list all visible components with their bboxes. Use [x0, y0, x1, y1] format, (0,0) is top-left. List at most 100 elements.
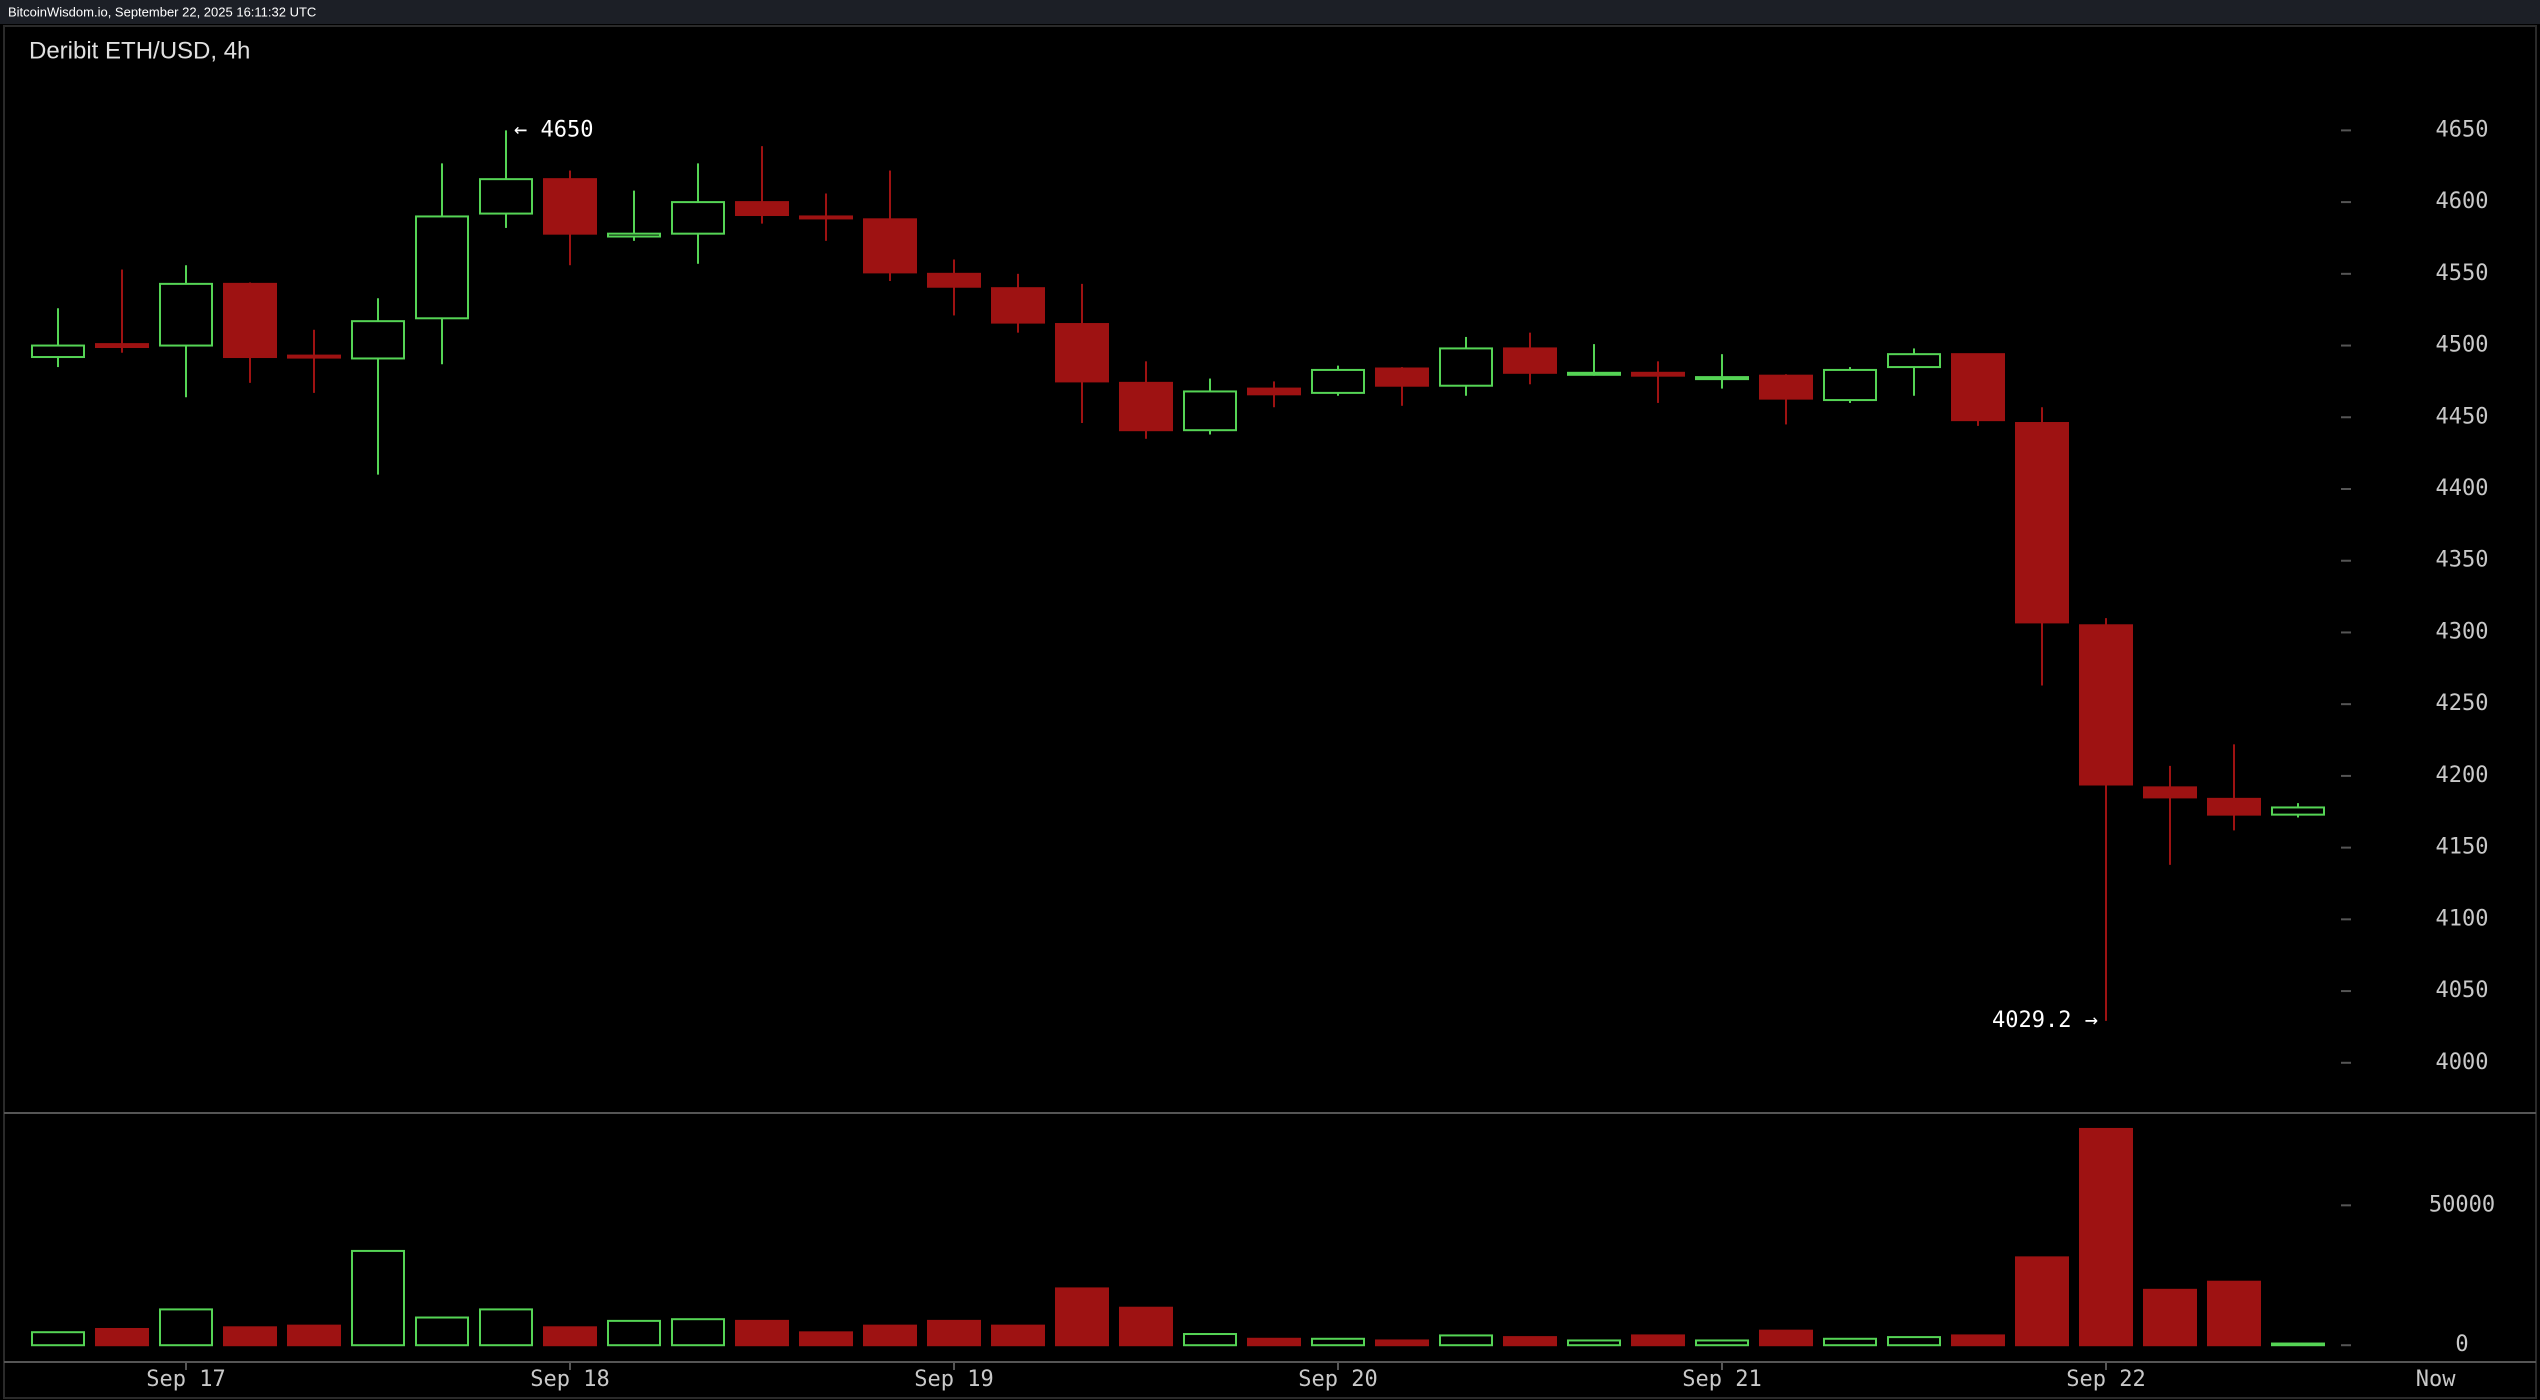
candle-body	[1631, 371, 1685, 377]
y-tick-label: 50000	[2429, 1192, 2495, 1217]
y-tick-label: 4350	[2436, 548, 2489, 573]
y-tick-label: 4650	[2436, 117, 2489, 142]
x-tick-label: Sep 18	[530, 1367, 609, 1392]
candle-body	[991, 287, 1045, 324]
candle-body	[2207, 797, 2261, 816]
y-tick-label: 4150	[2436, 835, 2489, 860]
volume-bar	[2207, 1280, 2261, 1347]
candle-body	[1887, 353, 1941, 369]
candle-body	[1247, 387, 1301, 396]
y-tick-label: 4300	[2436, 619, 2489, 644]
candle-body	[1119, 381, 1173, 432]
volume-bar	[735, 1319, 789, 1347]
y-tick-label: 4600	[2436, 189, 2489, 214]
header: BitcoinWisdom.io, September 22, 2025 16:…	[8, 4, 316, 19]
candle-body	[287, 354, 341, 359]
x-tick-label: Sep 17	[146, 1367, 225, 1392]
volume-bar	[799, 1331, 853, 1347]
top-bar	[0, 0, 2540, 24]
candle-body	[1311, 368, 1365, 394]
candle-body	[31, 344, 85, 359]
candle-body	[863, 218, 917, 274]
volume-bar	[1759, 1329, 1813, 1347]
x-end-label: Now	[2416, 1367, 2456, 1392]
y-tick-label: 0	[2455, 1332, 2468, 1357]
volume-bar	[31, 1331, 85, 1347]
candle-body	[1823, 368, 1877, 402]
y-tick-label: 4550	[2436, 261, 2489, 286]
candle-body	[351, 320, 405, 360]
volume-bar	[927, 1319, 981, 1347]
volume-bar	[2079, 1127, 2133, 1347]
volume-bar	[1055, 1287, 1109, 1347]
volume-bar	[479, 1308, 533, 1347]
candle-body	[95, 343, 149, 348]
candle-body	[2079, 624, 2133, 786]
candle-body	[1375, 367, 1429, 387]
candle-body	[1567, 371, 1621, 376]
volume-bar	[415, 1316, 469, 1347]
volume-bar	[1887, 1336, 1941, 1347]
candle-body	[479, 178, 533, 215]
volume-bar	[2015, 1256, 2069, 1347]
y-tick-label: 4450	[2436, 404, 2489, 429]
annotation: ← 4650	[514, 117, 593, 142]
candle-body	[223, 282, 277, 359]
volume-bar	[159, 1308, 213, 1347]
y-tick-label: 4050	[2436, 978, 2489, 1003]
volume-bar	[2143, 1288, 2197, 1347]
x-tick-label: Sep 22	[2066, 1367, 2145, 1392]
y-tick-label: 4200	[2436, 763, 2489, 788]
candle-body	[2143, 786, 2197, 799]
volume-bar	[1823, 1337, 1877, 1347]
volume-bar	[1951, 1334, 2005, 1347]
candle-body	[735, 201, 789, 217]
candle-body	[1439, 347, 1493, 387]
candle-body	[2271, 806, 2325, 816]
y-tick-label: 4250	[2436, 691, 2489, 716]
candle-body	[799, 215, 853, 220]
volume-bar	[1695, 1339, 1749, 1347]
volume-bar	[1631, 1334, 1685, 1347]
y-tick-label: 4000	[2436, 1050, 2489, 1075]
volume-bar	[543, 1326, 597, 1347]
volume-bar	[1375, 1339, 1429, 1347]
volume-bar	[95, 1327, 149, 1347]
volume-bar	[607, 1319, 661, 1347]
volume-bar	[287, 1324, 341, 1347]
candle-body	[1759, 374, 1813, 400]
y-tick-label: 4500	[2436, 333, 2489, 358]
candle-body	[2015, 422, 2069, 624]
volume-bar	[1439, 1334, 1493, 1347]
candle-body	[1183, 390, 1237, 432]
volume-bar	[1503, 1336, 1557, 1347]
x-tick-label: Sep 19	[914, 1367, 993, 1392]
annotation: 4029.2 →	[1992, 1008, 2098, 1033]
volume-bar	[1119, 1306, 1173, 1347]
x-tick-label: Sep 21	[1682, 1367, 1761, 1392]
volume-bar	[2271, 1342, 2325, 1347]
volume-bar	[863, 1324, 917, 1347]
volume-bar	[351, 1249, 405, 1347]
candle-body	[1951, 353, 2005, 422]
volume-bar	[1311, 1337, 1365, 1347]
candle-body	[1695, 376, 1749, 381]
candle-body	[1503, 347, 1557, 374]
candle-body	[543, 178, 597, 235]
volume-bar	[991, 1324, 1045, 1347]
y-tick-label: 4400	[2436, 476, 2489, 501]
chart-title: Deribit ETH/USD, 4h	[29, 37, 250, 64]
candle-body	[927, 272, 981, 288]
candle-body	[1055, 323, 1109, 383]
x-tick-label: Sep 20	[1298, 1367, 1377, 1392]
candle-body	[607, 232, 661, 238]
y-tick-label: 4100	[2436, 906, 2489, 931]
volume-bar	[1247, 1337, 1301, 1347]
volume-bar	[671, 1318, 725, 1347]
volume-bar	[1183, 1333, 1237, 1347]
volume-bar	[223, 1326, 277, 1347]
candle-body	[671, 201, 725, 235]
candle-body	[415, 215, 469, 320]
panel	[3, 25, 2537, 1399]
